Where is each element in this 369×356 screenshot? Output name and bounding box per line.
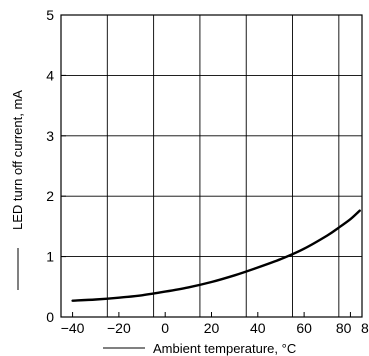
y-axis-title: LED turn off current, mA <box>10 90 25 230</box>
x-tick-label-5: 60 <box>296 320 312 336</box>
x-tick-label-0: −40 <box>61 320 85 336</box>
y-tick-label-5: 5 <box>46 7 54 23</box>
x-tick-label-1: −20 <box>107 320 131 336</box>
series-layer <box>71 209 361 302</box>
x-tick-label-3: 20 <box>204 320 220 336</box>
x-tick-label-4: 40 <box>250 320 266 336</box>
label-layer: 0 1 2 3 4 5 −40 −20 0 20 40 60 80 85 LED turn off curr… <box>10 7 369 356</box>
y-tick-label-4: 4 <box>46 67 54 83</box>
y-tick-label-0: 0 <box>46 309 54 325</box>
y-tick-label-1: 1 <box>46 249 54 265</box>
x-axis-title: Ambient temperature, °C <box>153 341 296 356</box>
axis-layer <box>60 14 363 318</box>
x-tick-label-6: 80 <box>336 320 352 336</box>
plot-frame <box>60 14 363 318</box>
series-line-0 <box>71 209 361 302</box>
y-tick-label-3: 3 <box>46 128 54 144</box>
x-tick-label-2: 0 <box>161 320 169 336</box>
y-tick-label-2: 2 <box>46 188 54 204</box>
x-tick-label-7: 85 <box>361 320 369 336</box>
grid-layer <box>61 15 362 317</box>
